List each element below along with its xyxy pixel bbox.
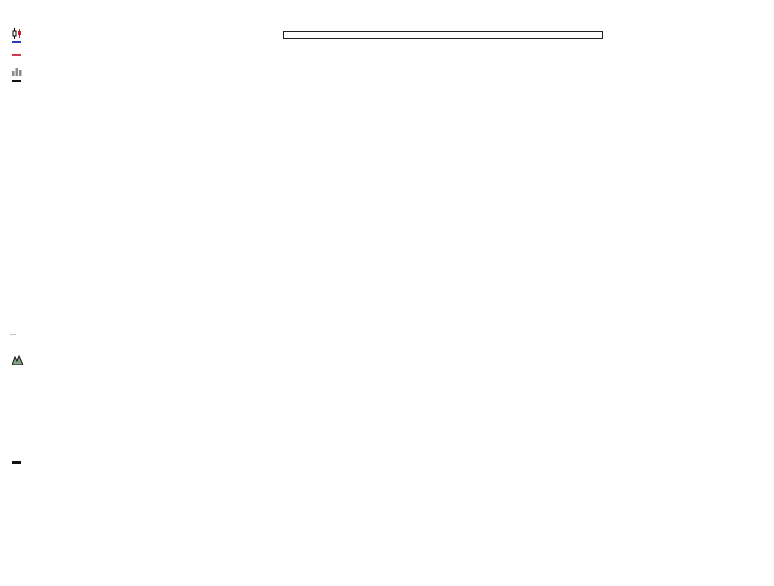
ma50-swatch-icon: [12, 41, 21, 43]
cci-area-icon: [12, 355, 23, 365]
sto-swatch-icon: [12, 461, 21, 464]
legend-cci: [12, 355, 26, 365]
legend-main-series: [12, 28, 25, 39]
legend-sto: [12, 461, 30, 464]
legend-volume: [12, 67, 25, 76]
x-axis-upper: [0, 333, 774, 352]
annotation-box: [283, 31, 603, 39]
quote-bar: [688, 14, 738, 26]
legend-two-year: [12, 80, 24, 82]
ma200-swatch-icon: [12, 54, 21, 56]
legend-ma200: [12, 54, 24, 56]
legend-ma50: [12, 41, 24, 43]
two-year-swatch-icon: [12, 80, 21, 82]
crosshair-readout: [10, 334, 16, 335]
x-axis-lower: [0, 566, 774, 585]
volume-bars-icon: [12, 68, 22, 76]
candlestick-icon: [12, 28, 21, 39]
